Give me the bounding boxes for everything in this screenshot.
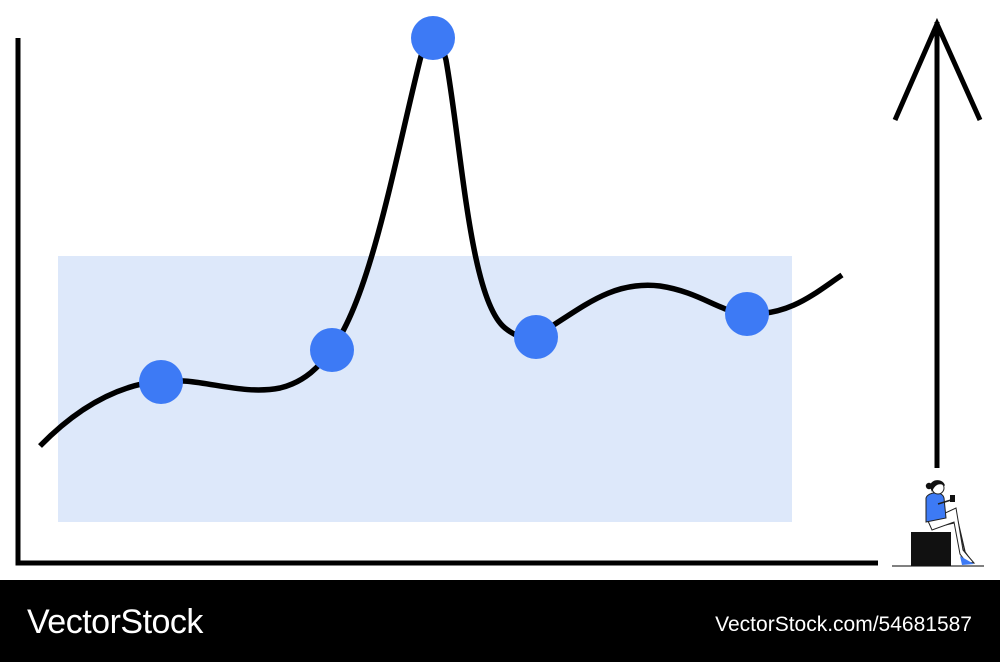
sitting-person-icon — [892, 480, 984, 567]
data-dot — [411, 16, 455, 60]
image-id-text: VectorStock.com/54681587 — [715, 613, 972, 636]
axes — [15, 38, 878, 566]
vectorstock-logo: VectorStock — [27, 603, 203, 641]
data-dot — [725, 292, 769, 336]
data-dot — [514, 315, 558, 359]
footer-bar: VectorStock VectorStock.com/54681587 — [0, 580, 1000, 662]
trend-curve — [38, 33, 844, 448]
chart-illustration — [15, 16, 984, 567]
data-dot — [310, 328, 354, 372]
up-arrow-icon — [892, 17, 983, 468]
illustration-canvas — [15, 16, 984, 567]
data-dot — [139, 360, 183, 404]
